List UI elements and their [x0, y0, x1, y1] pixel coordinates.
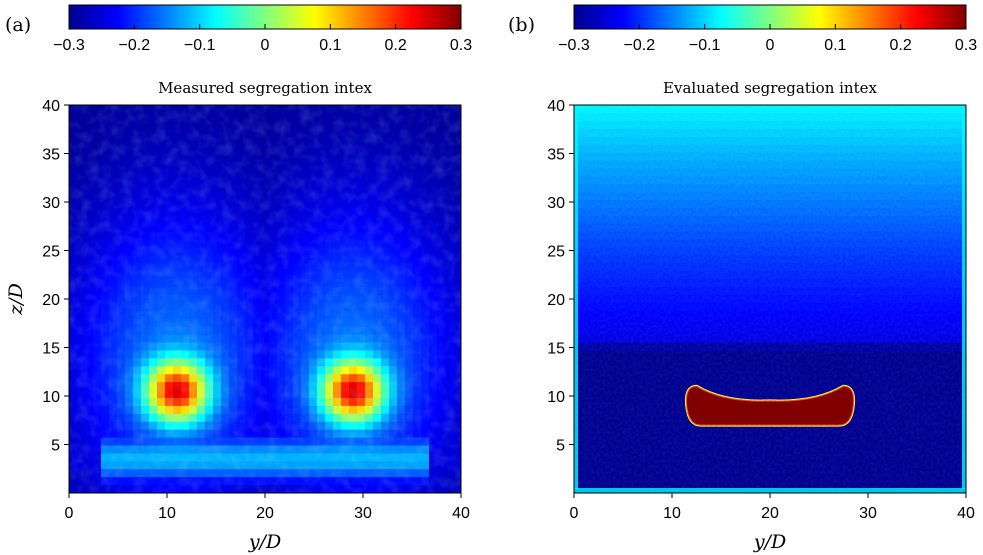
x-tick-label: 0 [65, 505, 74, 522]
panel-label-a: (a) [5, 14, 31, 36]
y-tick-label: 15 [42, 341, 60, 358]
axes-a: 0 10 20 30 40 5 10 15 20 25 30 35 40 [42, 98, 470, 522]
colorbar-tick-label: 0.1 [319, 37, 341, 54]
x-tick-label: 10 [663, 505, 681, 522]
xlabel-a: y/D [248, 531, 281, 553]
y-tick-label: 5 [556, 438, 565, 455]
colorbar-b: −0.3 −0.2 −0.1 0 0.1 0.2 0.3 [558, 4, 977, 54]
y-tick-label: 40 [547, 98, 565, 115]
heatmap-b [574, 105, 966, 493]
y-tick-label: 20 [42, 292, 60, 309]
panel-label-b: (b) [508, 14, 535, 36]
x-tick-label: 40 [452, 505, 470, 522]
y-tick-label: 25 [42, 244, 60, 261]
title-b: Evaluated segregation intex [663, 79, 877, 97]
x-tick-label: 40 [957, 505, 975, 522]
title-a: Measured segregation intex [158, 79, 372, 97]
colorbar-tick-label: 0 [261, 37, 270, 54]
y-tick-label: 10 [42, 389, 60, 406]
y-tick-label: 25 [547, 244, 565, 261]
colorbar-tick-label: −0.2 [119, 37, 151, 54]
heatmap-a [69, 105, 461, 493]
colorbar-tick-label: −0.1 [184, 37, 216, 54]
colorbar-tick-label: 0.2 [890, 37, 912, 54]
heatmap-edge-bottom [574, 488, 966, 493]
x-tick-label: 0 [570, 505, 579, 522]
colorbar-tick-label: −0.2 [624, 37, 656, 54]
y-tick-label: 35 [42, 147, 60, 164]
axes-b: 0 10 20 30 40 5 10 15 20 25 30 35 40 [547, 98, 975, 522]
colorbar-tick-label: 0.3 [955, 37, 977, 54]
x-tick-label: 10 [158, 505, 176, 522]
colorbar-tick-label: 0.2 [385, 37, 407, 54]
x-tick-label: 20 [256, 505, 274, 522]
y-tick-label: 30 [547, 195, 565, 212]
y-tick-label: 15 [547, 341, 565, 358]
y-tick-label: 40 [42, 98, 60, 115]
heatmap-edge-right [962, 105, 966, 489]
xlabel-b: y/D [753, 531, 786, 553]
plug-region [685, 385, 855, 426]
y-tick-label: 35 [547, 147, 565, 164]
colorbar-tick-label: 0.3 [450, 37, 472, 54]
y-tick-label: 20 [547, 292, 565, 309]
y-tick-label: 5 [51, 438, 60, 455]
heatmap-texture [574, 105, 966, 493]
x-tick-label: 30 [354, 505, 372, 522]
y-tick-label: 10 [547, 389, 565, 406]
colorbar-tick-label: 0.1 [824, 37, 846, 54]
y-tick-label: 30 [42, 195, 60, 212]
heatmap-edge-left [574, 105, 578, 489]
x-tick-label: 30 [859, 505, 877, 522]
ylabel-a: z/D [5, 283, 27, 316]
colorbar-tick-label: −0.3 [558, 37, 590, 54]
colorbar-tick-label: 0 [766, 37, 775, 54]
x-tick-label: 20 [761, 505, 779, 522]
colorbar-tick-label: −0.3 [53, 37, 85, 54]
heatmap-texture [69, 105, 461, 493]
colorbar-a: −0.3 −0.2 −0.1 0 0.1 0.2 0.3 [53, 4, 472, 54]
colorbar-tick-label: −0.1 [689, 37, 721, 54]
